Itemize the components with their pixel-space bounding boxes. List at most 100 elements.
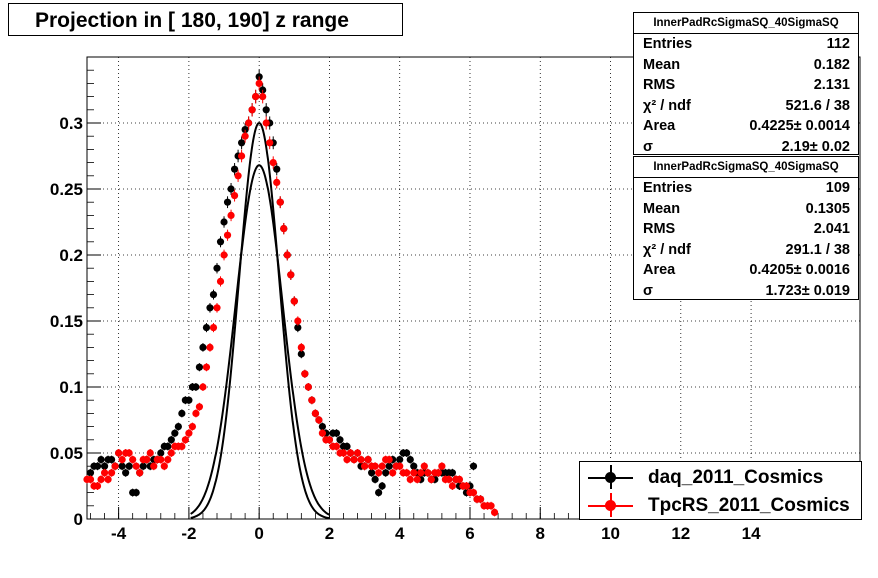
data-point-TpcRS_2011_Cosmics [245, 119, 253, 127]
data-point-TpcRS_2011_Cosmics [427, 475, 435, 483]
fit-curve-TpcRS_2011_Cosmics [190, 122, 330, 520]
stats-label: χ² / ndf [643, 97, 691, 114]
stats-value: 291.1 / 38 [785, 241, 851, 258]
data-point-TpcRS_2011_Cosmics [318, 429, 327, 437]
data-point-TpcRS_2011_Cosmics [93, 482, 102, 490]
y-tick-label: 0.25 [50, 180, 83, 199]
stats-label: Area [643, 262, 676, 279]
data-point-TpcRS_2011_Cosmics [276, 198, 284, 206]
stats-value: 2.19± 0.02 [781, 138, 850, 155]
data-point-TpcRS_2011_Cosmics [378, 462, 386, 470]
data-point-TpcRS_2011_Cosmics [202, 363, 211, 371]
data-point-daq_2011_Cosmics [220, 218, 228, 226]
data-point-TpcRS_2011_Cosmics [283, 251, 291, 259]
data-point-daq_2011_Cosmics [157, 449, 165, 457]
stats-label: RMS [643, 77, 676, 94]
data-point-TpcRS_2011_Cosmics [164, 456, 172, 464]
data-point-TpcRS_2011_Cosmics [353, 449, 362, 457]
data-point-TpcRS_2011_Cosmics [301, 370, 309, 378]
data-point-TpcRS_2011_Cosmics [220, 251, 228, 259]
data-point-TpcRS_2011_Cosmics [469, 489, 478, 497]
data-point-daq_2011_Cosmics [107, 456, 116, 464]
data-point-TpcRS_2011_Cosmics [238, 152, 246, 160]
data-point-TpcRS_2011_Cosmics [424, 469, 432, 477]
x-tick-label: 12 [671, 524, 690, 543]
stats-label: χ² / ndf [643, 241, 691, 258]
stats-value: 2.131 [813, 77, 850, 94]
data-point-TpcRS_2011_Cosmics [234, 172, 242, 180]
data-point-TpcRS_2011_Cosmics [262, 119, 270, 127]
data-point-daq_2011_Cosmics [332, 429, 341, 437]
data-point-daq_2011_Cosmics [202, 324, 211, 332]
data-point-TpcRS_2011_Cosmics [360, 462, 369, 470]
stats-label: RMS [643, 221, 676, 238]
data-point-daq_2011_Cosmics [192, 383, 200, 391]
legend-label: TpcRS_2011_Cosmics [648, 495, 850, 516]
data-point-TpcRS_2011_Cosmics [315, 416, 323, 424]
data-point-TpcRS_2011_Cosmics [371, 462, 379, 470]
x-tick-label: 10 [601, 524, 620, 543]
data-point-TpcRS_2011_Cosmics [434, 469, 442, 477]
data-point-daq_2011_Cosmics [93, 462, 102, 470]
data-point-TpcRS_2011_Cosmics [290, 297, 298, 305]
data-point-TpcRS_2011_Cosmics [445, 475, 453, 483]
data-point-daq_2011_Cosmics [469, 462, 478, 470]
data-point-TpcRS_2011_Cosmics [357, 456, 365, 464]
stats-box-header: InnerPadRcSigmaSQ_40SigmaSQ [634, 13, 858, 34]
stats-label: σ [643, 138, 653, 155]
data-point-daq_2011_Cosmics [410, 462, 418, 470]
data-point-TpcRS_2011_Cosmics [132, 462, 140, 470]
data-point-daq_2011_Cosmics [371, 475, 379, 483]
data-point-TpcRS_2011_Cosmics [146, 449, 154, 457]
data-point-TpcRS_2011_Cosmics [255, 79, 263, 87]
data-point-TpcRS_2011_Cosmics [490, 508, 499, 516]
data-point-daq_2011_Cosmics [385, 462, 393, 470]
data-point-daq_2011_Cosmics [164, 442, 172, 450]
y-tick-label: 0.15 [50, 312, 83, 331]
data-point-TpcRS_2011_Cosmics [304, 383, 312, 391]
data-point-TpcRS_2011_Cosmics [406, 475, 414, 483]
y-tick-label: 0.3 [59, 114, 83, 133]
data-point-daq_2011_Cosmics [118, 462, 126, 470]
data-point-TpcRS_2011_Cosmics [136, 469, 144, 477]
data-point-TpcRS_2011_Cosmics [410, 469, 418, 477]
data-point-TpcRS_2011_Cosmics [115, 449, 123, 457]
data-point-daq_2011_Cosmics [230, 165, 239, 173]
stats-value: 109 [825, 180, 850, 196]
data-point-daq_2011_Cosmics [209, 291, 218, 299]
data-point-TpcRS_2011_Cosmics [167, 449, 175, 457]
data-point-TpcRS_2011_Cosmics [192, 409, 200, 417]
data-point-daq_2011_Cosmics [195, 363, 204, 371]
stats-box-header: InnerPadRcSigmaSQ_40SigmaSQ [634, 157, 858, 178]
data-point-daq_2011_Cosmics [174, 423, 182, 431]
data-point-TpcRS_2011_Cosmics [294, 317, 302, 325]
legend-entry-daq: daq_2011_Cosmics [580, 464, 863, 492]
data-point-TpcRS_2011_Cosmics [417, 469, 425, 477]
data-point-daq_2011_Cosmics [167, 436, 175, 444]
stats-label: Entries [643, 180, 693, 196]
stats-label: Mean [643, 200, 681, 217]
data-point-TpcRS_2011_Cosmics [420, 462, 428, 470]
stats-value: 1.723± 0.019 [765, 282, 850, 299]
x-tick-label: 8 [536, 524, 545, 543]
data-point-TpcRS_2011_Cosmics [297, 343, 305, 351]
stats-box-daq: InnerPadRcSigmaSQ_40SigmaSQ Entries 112 M… [633, 12, 859, 155]
data-point-TpcRS_2011_Cosmics [157, 456, 165, 464]
data-point-TpcRS_2011_Cosmics [448, 482, 457, 490]
data-point-daq_2011_Cosmics [406, 456, 414, 464]
data-point-daq_2011_Cosmics [100, 462, 109, 470]
data-point-daq_2011_Cosmics [171, 429, 179, 437]
data-point-TpcRS_2011_Cosmics [227, 211, 235, 219]
data-point-TpcRS_2011_Cosmics [455, 475, 464, 483]
chart-title: Projection in [ 180, 190] z range [35, 9, 349, 32]
x-tick-label: -4 [111, 524, 127, 543]
data-point-TpcRS_2011_Cosmics [160, 462, 168, 470]
data-point-daq_2011_Cosmics [241, 126, 249, 134]
data-point-TpcRS_2011_Cosmics [311, 409, 319, 417]
data-point-TpcRS_2011_Cosmics [129, 456, 137, 464]
data-point-TpcRS_2011_Cosmics [118, 456, 126, 464]
stats-label: Entries [643, 36, 693, 52]
data-point-TpcRS_2011_Cosmics [343, 456, 351, 464]
data-point-TpcRS_2011_Cosmics [413, 475, 421, 483]
data-point-TpcRS_2011_Cosmics [230, 192, 239, 200]
